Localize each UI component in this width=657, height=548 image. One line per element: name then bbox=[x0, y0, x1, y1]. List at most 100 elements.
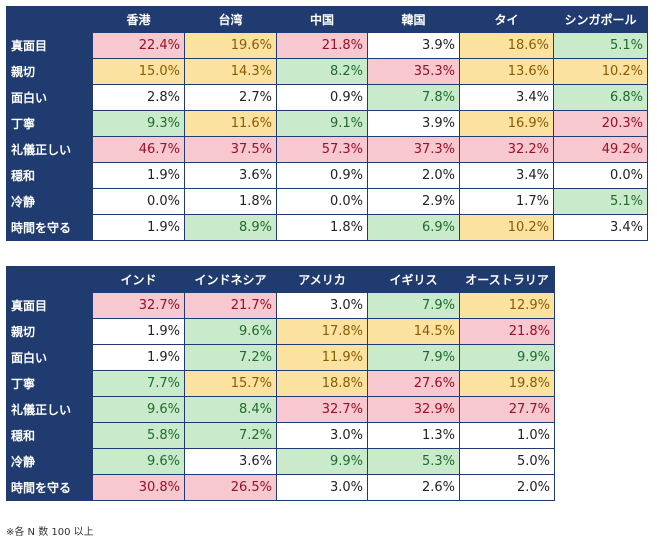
value-cell: 3.0% bbox=[276, 422, 368, 449]
value-cell: 26.5% bbox=[184, 474, 277, 501]
table-row: 時間を守る 1.9% 8.9% 1.8% 6.9% 10.2% 3.4% bbox=[6, 214, 648, 241]
table-row: 真面目 22.4% 19.6% 21.8% 3.9% 18.6% 5.1% bbox=[6, 32, 648, 59]
value-cell: 5.3% bbox=[367, 448, 460, 475]
value-cell: 32.7% bbox=[276, 396, 368, 423]
value-cell: 3.4% bbox=[459, 84, 554, 111]
value-cell: 37.5% bbox=[184, 136, 277, 163]
value-cell: 5.1% bbox=[553, 32, 648, 59]
table-row: 親切 15.0% 14.3% 8.2% 35.3% 13.6% 10.2% bbox=[6, 58, 648, 85]
column-header: イギリス bbox=[367, 266, 460, 293]
value-cell: 1.8% bbox=[184, 188, 277, 215]
value-cell: 7.9% bbox=[367, 292, 460, 319]
value-cell: 5.0% bbox=[459, 448, 555, 475]
value-cell: 3.6% bbox=[184, 162, 277, 189]
row-label: 穏和 bbox=[6, 162, 93, 189]
table-row: 礼儀正しい 46.7% 37.5% 57.3% 37.3% 32.2% 49.2% bbox=[6, 136, 648, 163]
row-label: 親切 bbox=[6, 58, 93, 85]
row-label: 時間を守る bbox=[6, 474, 93, 501]
value-cell: 2.6% bbox=[367, 474, 460, 501]
value-cell: 27.6% bbox=[367, 370, 460, 397]
value-cell: 8.9% bbox=[184, 214, 277, 241]
value-cell: 14.5% bbox=[367, 318, 460, 345]
column-header: 台湾 bbox=[184, 6, 277, 33]
value-cell: 3.0% bbox=[276, 474, 368, 501]
value-cell: 2.8% bbox=[92, 84, 185, 111]
row-label: 真面目 bbox=[6, 292, 93, 319]
value-cell: 2.7% bbox=[184, 84, 277, 111]
value-cell: 3.4% bbox=[553, 214, 648, 241]
row-label: 冷静 bbox=[6, 448, 93, 475]
value-cell: 1.0% bbox=[459, 422, 555, 449]
value-cell: 11.9% bbox=[276, 344, 368, 371]
table-row: 丁寧 9.3% 11.6% 9.1% 3.9% 16.9% 20.3% bbox=[6, 110, 648, 137]
value-cell: 8.4% bbox=[184, 396, 277, 423]
value-cell: 37.3% bbox=[367, 136, 460, 163]
value-cell: 1.9% bbox=[92, 344, 185, 371]
row-label: 真面目 bbox=[6, 32, 93, 59]
value-cell: 1.9% bbox=[92, 162, 185, 189]
table-row: 丁寧 7.7% 15.7% 18.8% 27.6% 19.8% bbox=[6, 370, 555, 397]
value-cell: 11.6% bbox=[184, 110, 277, 137]
value-cell: 15.0% bbox=[92, 58, 185, 85]
value-cell: 32.2% bbox=[459, 136, 554, 163]
value-cell: 27.7% bbox=[459, 396, 555, 423]
value-cell: 46.7% bbox=[92, 136, 185, 163]
row-label: 冷静 bbox=[6, 188, 93, 215]
value-cell: 18.6% bbox=[459, 32, 554, 59]
value-cell: 0.0% bbox=[553, 162, 648, 189]
value-cell: 8.2% bbox=[276, 58, 368, 85]
value-cell: 21.8% bbox=[459, 318, 555, 345]
table-header-row: 香港 台湾 中国 韓国 タイ シンガポール bbox=[6, 6, 648, 33]
value-cell: 15.7% bbox=[184, 370, 277, 397]
header-corner-cell bbox=[6, 6, 93, 33]
value-cell: 7.9% bbox=[367, 344, 460, 371]
row-label: 穏和 bbox=[6, 422, 93, 449]
value-cell: 9.6% bbox=[184, 318, 277, 345]
value-cell: 57.3% bbox=[276, 136, 368, 163]
column-header: 香港 bbox=[92, 6, 185, 33]
value-cell: 0.0% bbox=[276, 188, 368, 215]
value-cell: 19.8% bbox=[459, 370, 555, 397]
value-cell: 7.2% bbox=[184, 422, 277, 449]
value-cell: 35.3% bbox=[367, 58, 460, 85]
value-cell: 7.2% bbox=[184, 344, 277, 371]
table-row: 面白い 1.9% 7.2% 11.9% 7.9% 9.9% bbox=[6, 344, 555, 371]
column-header: 中国 bbox=[276, 6, 368, 33]
table-row: 穏和 5.8% 7.2% 3.0% 1.3% 1.0% bbox=[6, 422, 555, 449]
table-row: 面白い 2.8% 2.7% 0.9% 7.8% 3.4% 6.8% bbox=[6, 84, 648, 111]
value-cell: 16.9% bbox=[459, 110, 554, 137]
column-header: インド bbox=[92, 266, 185, 293]
column-header: タイ bbox=[459, 6, 554, 33]
table-header-row: インド インドネシア アメリカ イギリス オーストラリア bbox=[6, 266, 555, 293]
value-cell: 1.9% bbox=[92, 318, 185, 345]
value-cell: 0.0% bbox=[92, 188, 185, 215]
value-cell: 10.2% bbox=[553, 58, 648, 85]
value-cell: 9.6% bbox=[92, 448, 185, 475]
value-cell: 3.6% bbox=[184, 448, 277, 475]
value-cell: 10.2% bbox=[459, 214, 554, 241]
value-cell: 9.1% bbox=[276, 110, 368, 137]
value-cell: 32.9% bbox=[367, 396, 460, 423]
footnote: ※各 N 数 100 以上 bbox=[6, 527, 94, 538]
value-cell: 19.6% bbox=[184, 32, 277, 59]
value-cell: 1.7% bbox=[459, 188, 554, 215]
value-cell: 7.7% bbox=[92, 370, 185, 397]
value-cell: 5.1% bbox=[553, 188, 648, 215]
value-cell: 21.7% bbox=[184, 292, 277, 319]
value-cell: 32.7% bbox=[92, 292, 185, 319]
value-cell: 3.9% bbox=[367, 32, 460, 59]
value-cell: 3.0% bbox=[276, 292, 368, 319]
row-label: 礼儀正しい bbox=[6, 396, 93, 423]
table-row: 親切 1.9% 9.6% 17.8% 14.5% 21.8% bbox=[6, 318, 555, 345]
value-cell: 1.3% bbox=[367, 422, 460, 449]
value-cell: 2.9% bbox=[367, 188, 460, 215]
value-cell: 12.9% bbox=[459, 292, 555, 319]
table-row: 冷静 9.6% 3.6% 9.9% 5.3% 5.0% bbox=[6, 448, 555, 475]
value-cell: 14.3% bbox=[184, 58, 277, 85]
value-cell: 5.8% bbox=[92, 422, 185, 449]
value-cell: 9.9% bbox=[276, 448, 368, 475]
value-cell: 17.8% bbox=[276, 318, 368, 345]
row-label: 丁寧 bbox=[6, 110, 93, 137]
column-header: 韓国 bbox=[367, 6, 460, 33]
value-cell: 1.9% bbox=[92, 214, 185, 241]
